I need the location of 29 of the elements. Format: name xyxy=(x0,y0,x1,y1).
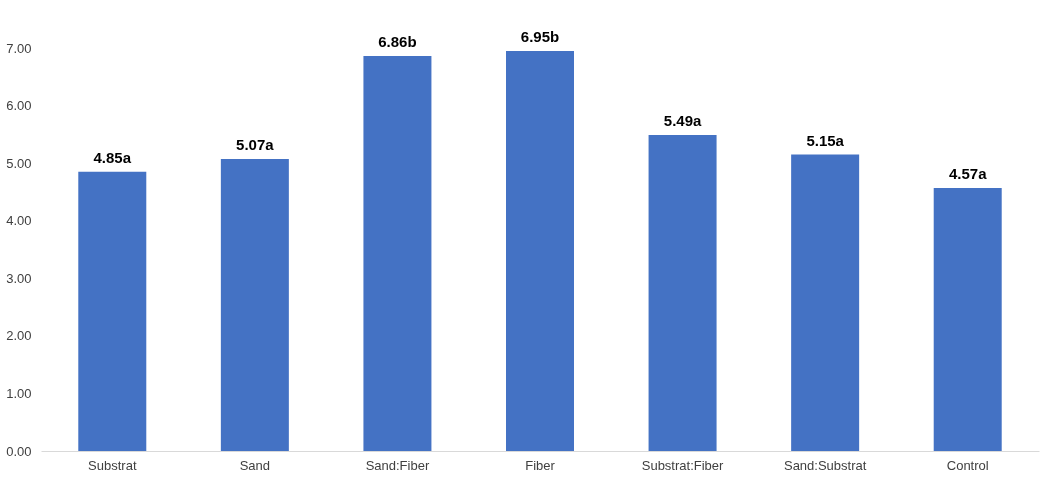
bar xyxy=(791,154,860,451)
bar xyxy=(220,159,289,451)
y-tick-label: 6.00 xyxy=(6,98,32,114)
bar xyxy=(78,171,147,451)
y-tick-label: 4.00 xyxy=(6,213,32,229)
bar xyxy=(363,56,432,451)
y-tick-label: 3.00 xyxy=(6,270,32,286)
data-label: 6.86b xyxy=(378,33,417,51)
data-label: 5.49a xyxy=(663,111,702,129)
bar xyxy=(933,187,1002,451)
y-tick-label: 5.00 xyxy=(6,155,32,171)
x-tick-label: Fiber xyxy=(525,457,556,473)
y-tick-label: 1.00 xyxy=(6,385,32,401)
x-tick-label: Substrat:Fiber xyxy=(641,457,725,473)
y-tick-label: 0.00 xyxy=(6,443,32,459)
data-label: 5.07a xyxy=(236,136,275,154)
data-label: 4.57a xyxy=(948,164,988,182)
x-tick-label: Substrat xyxy=(88,457,137,473)
data-label: 6.95b xyxy=(520,27,560,45)
y-tick-label: 7.00 xyxy=(6,40,32,56)
data-label: 4.85a xyxy=(93,148,132,166)
x-tick-label: Control xyxy=(946,457,989,473)
bar xyxy=(648,134,717,451)
y-tick-label: 2.00 xyxy=(6,328,32,344)
bar xyxy=(506,50,574,451)
data-label: 5.15a xyxy=(806,131,845,149)
x-tick-label: Sand:Fiber xyxy=(365,457,430,473)
x-tick-label: Sand xyxy=(239,457,271,473)
x-tick-label: Sand:Substrat xyxy=(783,457,867,473)
